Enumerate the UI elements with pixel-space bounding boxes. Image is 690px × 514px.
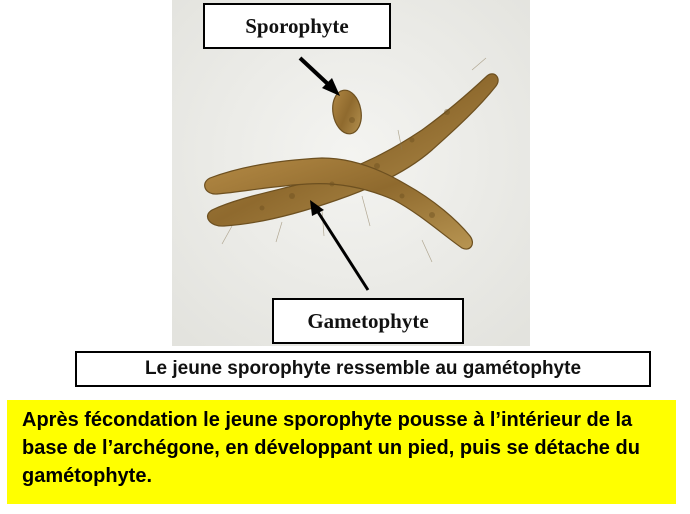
rhizoids <box>221 57 487 263</box>
plant-texture <box>259 109 450 218</box>
sporophyte-label: Sporophyte <box>203 3 391 49</box>
explanation-note: Après fécondation le jeune sporophyte po… <box>7 400 676 504</box>
gametophyte-label: Gametophyte <box>272 298 464 344</box>
gametophyte-body <box>204 73 499 250</box>
caption: Le jeune sporophyte ressemble au gamétop… <box>75 351 651 387</box>
sporophyte-arrow <box>298 56 340 96</box>
gametophyte-arrow <box>310 200 370 291</box>
plant-photo <box>172 0 530 346</box>
